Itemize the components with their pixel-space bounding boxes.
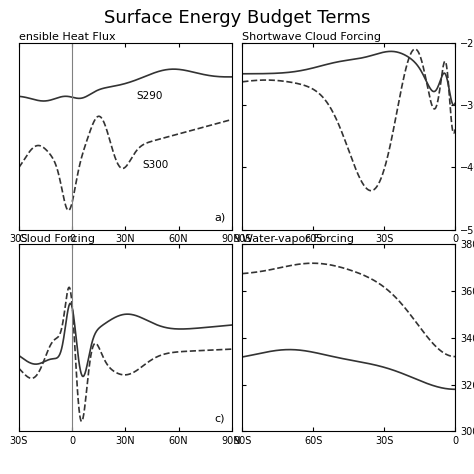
Text: S290: S290 <box>136 91 162 100</box>
Text: Cloud Forcing: Cloud Forcing <box>19 234 95 244</box>
Text: c): c) <box>215 414 225 424</box>
Text: S300: S300 <box>142 160 169 170</box>
Text: Water-vapor Forcing: Water-vapor Forcing <box>242 234 355 244</box>
Text: ensible Heat Flux: ensible Heat Flux <box>19 32 116 42</box>
Text: Shortwave Cloud Forcing: Shortwave Cloud Forcing <box>242 32 381 42</box>
Text: a): a) <box>214 212 225 222</box>
Text: Surface Energy Budget Terms: Surface Energy Budget Terms <box>104 9 370 27</box>
